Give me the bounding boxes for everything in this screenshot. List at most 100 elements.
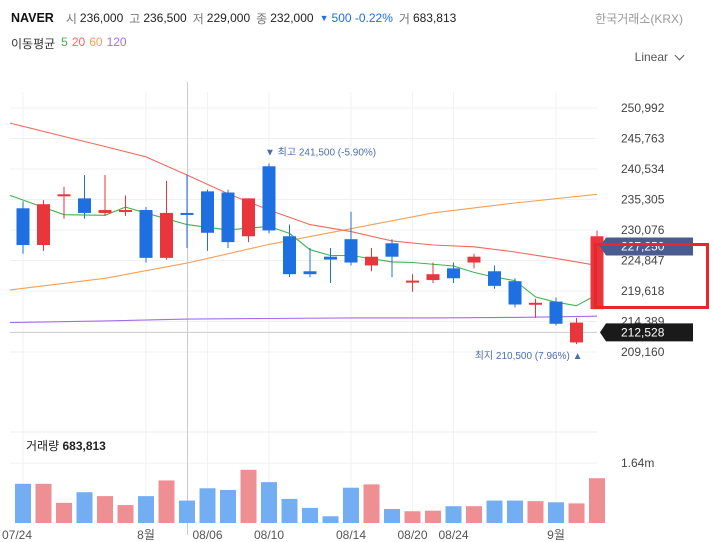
candle-body (180, 212, 194, 215)
ma60-line (9, 193, 598, 291)
quote-header: NAVER 시 236,000 고 236,500 저 229,000 종 23… (11, 9, 462, 27)
ma-legend-20[interactable]: 20 (71, 35, 86, 49)
candle-body (160, 212, 173, 258)
x-tick-label: 9월 (547, 528, 565, 542)
open-label: 시 (65, 11, 77, 26)
current-price-tag (600, 237, 693, 256)
candle-body (570, 322, 583, 343)
candle-body (467, 256, 481, 263)
price-tick-label: 245,763 (621, 132, 665, 146)
x-tick-label: 08/10 (254, 528, 284, 542)
price-tick-label: 209,160 (621, 345, 665, 359)
current-price-label: 227,250 (621, 239, 665, 253)
moving-average-legend: 이동평균 5 20 60 120 (11, 35, 127, 52)
candle-body (324, 256, 337, 260)
volume-bar (199, 488, 216, 523)
candle-body (16, 208, 30, 246)
x-tick-label: 08/24 (438, 528, 468, 542)
ma-legend-60[interactable]: 60 (89, 35, 103, 49)
candle-body (78, 198, 91, 213)
volume-bar (97, 496, 113, 523)
volume-bar (527, 501, 544, 523)
x-tick-label: 08/14 (336, 528, 366, 542)
scale-selector[interactable]: Linear (634, 50, 685, 64)
volume-bar (220, 489, 236, 523)
candle-body (119, 210, 132, 213)
volume-bar (384, 509, 400, 523)
volume-bar (404, 511, 421, 523)
volume-bar (281, 498, 298, 523)
volume-bar (35, 483, 52, 523)
price-tick-label: 219,618 (621, 284, 665, 298)
volume-tick-label: 1.64m (621, 456, 654, 470)
hover-price-label: 212,528 (621, 325, 665, 339)
candle-body (529, 302, 542, 305)
volume-bar (548, 502, 564, 523)
candle-body (508, 281, 522, 305)
open-value: 236,000 (79, 11, 124, 25)
high-label: 고 (129, 11, 141, 26)
candle-body (447, 268, 460, 279)
low-annotation: 최지 210,500 (7.96%) ▲ (475, 350, 583, 362)
candle-body (139, 210, 153, 258)
volume-value: 683,813 (412, 11, 457, 25)
price-tick-label: 230,076 (621, 223, 665, 237)
price-tick-label: 235,305 (621, 193, 665, 207)
volume-bar (322, 516, 339, 523)
scale-selector-label: Linear (634, 50, 668, 64)
price-tick-label: 240,534 (621, 162, 665, 176)
candle-body (385, 243, 399, 257)
candle-body (406, 280, 419, 283)
volume-bar (138, 496, 154, 523)
ma20-line (9, 122, 598, 266)
volume-bar (486, 500, 503, 523)
candle-body (37, 204, 50, 246)
highlight-box (594, 243, 709, 309)
volume-bar (76, 492, 93, 523)
volume-bar (240, 469, 257, 523)
low-label: 저 (192, 11, 204, 26)
candle-body (488, 271, 501, 286)
candle-body (283, 236, 296, 275)
volume-bar (363, 484, 380, 523)
candle-body (344, 239, 358, 263)
volume-bar (466, 506, 482, 523)
candle-body (262, 166, 276, 231)
candle-body (590, 236, 604, 310)
close-label: 종 (256, 11, 268, 26)
x-tick-label: 07/24 (2, 528, 32, 542)
candle-body (201, 191, 214, 233)
volume-bar (261, 482, 277, 523)
close-value: 232,000 (270, 11, 314, 25)
volume-bar (158, 480, 175, 523)
volume-bar (179, 500, 195, 523)
candle-body (303, 271, 317, 275)
hover-price-tag (600, 323, 693, 342)
candle-body (365, 256, 378, 266)
x-tick-label: 08/06 (192, 528, 222, 542)
volume-bar (56, 502, 72, 523)
symbol-name: NAVER (11, 11, 54, 25)
volume-bar (445, 506, 462, 523)
ma-legend-title: 이동평균 (11, 37, 56, 51)
ma-legend-120[interactable]: 120 (106, 35, 127, 49)
ma-legend-5[interactable]: 5 (61, 35, 68, 49)
low-value: 229,000 (206, 11, 251, 25)
candle-body (98, 210, 112, 213)
x-tick-label: 08/20 (397, 528, 427, 542)
exchange-label: 한국거래소(KRX) (595, 12, 683, 26)
price-tick-label: 250,992 (621, 101, 665, 115)
volume-bar (302, 507, 318, 523)
high-annotation: ▼ 최고 241,500 (-5.90%) (265, 146, 376, 158)
candle-body (221, 192, 235, 243)
change-value: 500 -0.22% (331, 11, 393, 25)
volume-label: 거 (398, 11, 410, 26)
volume-bar (15, 483, 31, 523)
volume-bar (117, 505, 134, 523)
volume-bar (507, 500, 523, 523)
volume-bar (589, 478, 605, 523)
candle-body (242, 198, 255, 237)
volume-bar (568, 503, 585, 523)
volume-bar (425, 510, 441, 523)
